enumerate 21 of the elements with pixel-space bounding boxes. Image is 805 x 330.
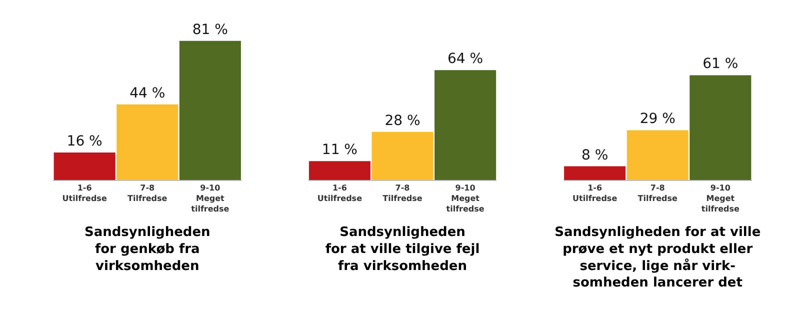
- x-tick-label: 7-8 Tilfredse: [382, 184, 423, 203]
- x-tick-label: 1-6 Utilfredse: [62, 184, 108, 203]
- x-tick-label: 9-10 Meget tilfredse: [446, 184, 485, 214]
- data-label: 29 %: [640, 111, 676, 128]
- data-label: 61 %: [702, 56, 738, 72]
- data-label: 16 %: [66, 134, 102, 150]
- x-axis-title: Sandsynligheden for genkøb fra virksomheden: [84, 225, 210, 274]
- x-axis-title: Sandsynligheden for at ville tilgive fejl fra virksomheden: [325, 225, 480, 274]
- data-label: 81 %: [192, 22, 228, 38]
- data-label: 8 %: [581, 147, 608, 164]
- x-tick-label: 1-6 Utilfredse: [317, 184, 363, 203]
- data-label: 11 %: [322, 142, 358, 158]
- x-tick-label: 7-8 Tilfredse: [128, 184, 168, 203]
- data-label: 28 %: [384, 112, 420, 129]
- data-label: 64 %: [448, 51, 484, 68]
- x-axis-title: Sandsynligheden for at ville prøve et nyt produkt eller service, lige når virk- somheden lancerer det: [554, 225, 761, 291]
- x-tick-label: 1-6 Utilfredse: [572, 184, 618, 203]
- x-tick-label: 9-10 Meget tilfredse: [191, 184, 230, 214]
- x-tick-label: 9-10 Meget tilfredse: [701, 184, 740, 214]
- x-tick-label: 7-8 Tilfredse: [638, 184, 678, 203]
- data-label: 44 %: [130, 85, 166, 102]
